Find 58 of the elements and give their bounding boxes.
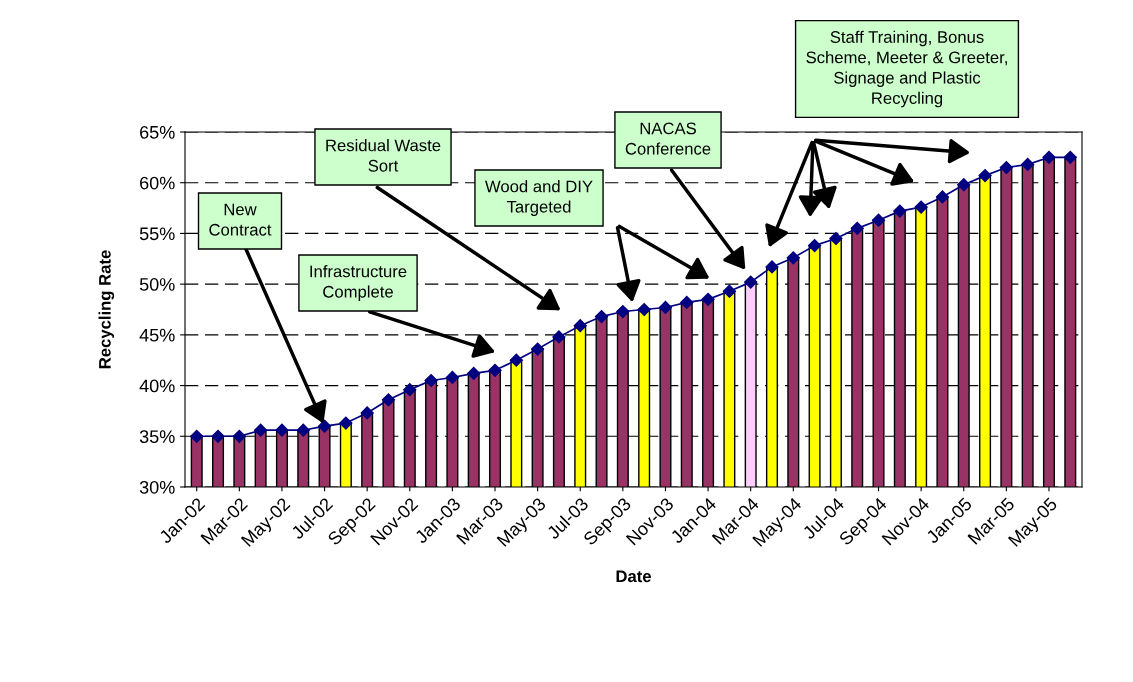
annotation: NACAS Conference [625, 122, 711, 155]
point [1021, 157, 1035, 172]
point [808, 239, 822, 253]
point [275, 423, 289, 437]
point [360, 406, 374, 420]
point [999, 160, 1013, 175]
point [190, 429, 204, 443]
y-tick-label: 30% [139, 480, 175, 494]
point [1042, 150, 1056, 164]
point [829, 231, 843, 246]
point [850, 221, 864, 235]
y-tick-label: 50% [139, 278, 175, 291]
point [616, 304, 630, 319]
point [978, 169, 992, 183]
point [531, 342, 545, 356]
point [317, 419, 332, 433]
point [658, 300, 673, 315]
y-tick-label: 55% [139, 227, 175, 241]
y-tick-label: 65% [140, 125, 175, 139]
point [552, 330, 566, 344]
point [296, 423, 310, 437]
point [424, 373, 438, 388]
point [488, 363, 502, 377]
x-axis-title: Date [616, 570, 651, 583]
point [871, 213, 886, 227]
point [935, 190, 950, 204]
point [403, 383, 417, 397]
point [211, 429, 225, 443]
point [445, 370, 459, 385]
annotation: Residual Waste Sort [326, 139, 441, 172]
point [914, 200, 928, 214]
point [339, 416, 353, 430]
point [637, 302, 651, 317]
point [1063, 150, 1077, 164]
point [381, 393, 396, 407]
point [232, 429, 246, 443]
point [594, 310, 609, 324]
point [893, 204, 907, 218]
point [680, 295, 694, 309]
y-tick-label: 35% [139, 430, 175, 444]
point [467, 366, 481, 380]
point [957, 178, 971, 192]
text: Staff Training, Bonus Scheme, Meeter & Greeter, Signage and Plastic Recycling [806, 30, 1007, 108]
point [744, 275, 758, 289]
annotation: Infrastructure Complete [310, 265, 407, 301]
point [765, 260, 779, 274]
y-tick-label: 40% [139, 379, 175, 393]
point [786, 251, 800, 265]
y-tick-label: 45% [139, 328, 175, 342]
y-tick-label: 60% [140, 176, 175, 190]
point [254, 423, 268, 437]
annotation: Wood and DIY Targeted [485, 180, 593, 216]
y-axis-title: Recycling Rate [98, 250, 115, 369]
point [722, 284, 736, 298]
annotation: New Contract [209, 203, 272, 236]
point [573, 319, 587, 333]
point [701, 292, 715, 306]
point [509, 353, 523, 367]
